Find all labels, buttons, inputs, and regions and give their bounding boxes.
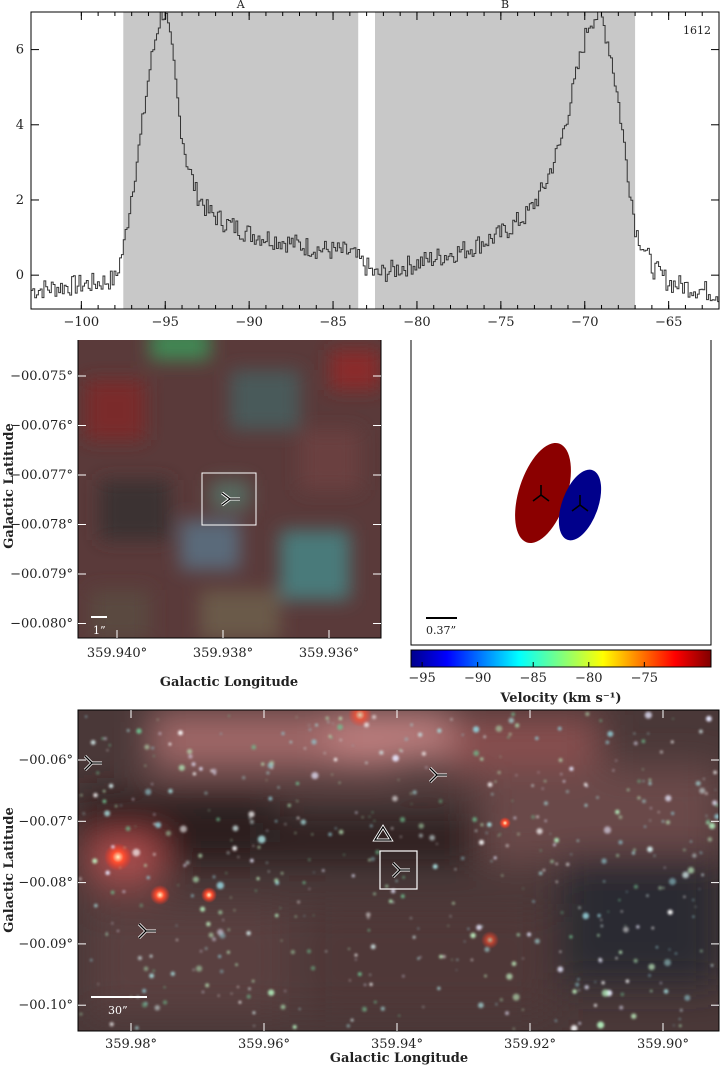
colorbar-tick-label: −80 <box>575 671 602 686</box>
x-tick-label: −70 <box>571 315 598 330</box>
y-axis-title: Galactic Latitude <box>2 423 17 549</box>
zoom-image-panel: 1” −00.075° −00.076° −00.077° −00.078° −00.0… <box>0 334 400 700</box>
y-tick-label: −00.10° <box>18 998 73 1013</box>
x-tick-label: 359.92° <box>504 1037 556 1052</box>
wide-image-panel: 30” −00.06° −00.07° −00.08° −00.09° −00.10° … <box>0 705 720 1068</box>
spectrum-line <box>31 11 720 303</box>
maser-marker-icon <box>532 485 550 502</box>
y-tick-label: 6 <box>16 43 24 58</box>
scale-bar-label: 0.37” <box>426 624 456 637</box>
velocity-colorbar <box>410 649 712 668</box>
maser-marker-icon <box>83 754 102 772</box>
colorbar-tick-label: −95 <box>408 671 435 686</box>
x-tick-label: −100 <box>63 315 99 330</box>
y-tick-label: −00.078° <box>10 518 73 533</box>
x-tick-label: 359.936° <box>299 646 359 661</box>
spectrum-panel: A B −100 −95 −90 −85 −80 −75 −70 −65 0 2 4 6 1612 <box>0 0 720 340</box>
red-component <box>515 442 571 544</box>
x-tick-label: 359.98° <box>105 1037 157 1052</box>
y-tick-label: −00.079° <box>10 567 73 582</box>
scale-bar-label: 30” <box>108 1004 128 1017</box>
maser-marker-icon <box>137 922 156 940</box>
x-tick-label: 359.94° <box>371 1037 423 1052</box>
x-tick-label: −65 <box>655 315 682 330</box>
y-tick-label: −00.076° <box>10 419 73 434</box>
y-tick-label: 2 <box>16 193 24 208</box>
y-tick-label: 0 <box>16 268 24 283</box>
maser-marker-icon <box>571 495 589 512</box>
x-tick-label: −85 <box>319 315 346 330</box>
x-tick-label: −75 <box>487 315 514 330</box>
colorbar-tick-label: −85 <box>520 671 547 686</box>
zoom-image <box>78 335 381 638</box>
velocity-region-B <box>375 12 636 309</box>
maser-marker-icon <box>221 491 240 507</box>
y-axis-title: Galactic Latitude <box>2 807 17 933</box>
x-axis-title: Galactic Longitude <box>160 675 298 690</box>
y-tick-label: −00.06° <box>18 753 73 768</box>
x-tick-label: −80 <box>403 315 430 330</box>
y-tick-label: −00.080° <box>10 617 73 632</box>
colorbar-tick-label: −75 <box>631 671 658 686</box>
x-tick-label: 359.90° <box>637 1037 689 1052</box>
source-id-label: 1612 <box>683 24 711 37</box>
x-tick-label: 359.940° <box>87 646 147 661</box>
colorbar-tick-label: −90 <box>464 671 491 686</box>
y-tick-label: −00.09° <box>18 937 73 952</box>
x-tick-label: 359.938° <box>193 646 253 661</box>
spectrum-frame <box>30 11 720 310</box>
x-tick-label: −90 <box>235 315 262 330</box>
velocity-plot: 0.37” −95 −90 −85 −80 −75 Velocity (km s⁻¹) <box>408 334 712 706</box>
velocity-region-A <box>123 12 359 309</box>
wide-image <box>78 710 719 1031</box>
zoom-region-box <box>379 850 418 890</box>
wide-image-plot: 30” −00.06°−00.07°−00.08°−00.09°−00.10° … <box>2 709 720 1066</box>
y-tick-label: −00.07° <box>18 814 73 829</box>
velocity-panel: 0.37” −95 −90 −85 −80 −75 Velocity (km s⁻¹) <box>400 334 720 706</box>
zoom-box <box>201 472 257 526</box>
x-axis-title: Galactic Longitude <box>330 1051 468 1066</box>
zoom-image-plot: 1” −00.075° −00.076° −00.077° −00.078° −00.0… <box>2 334 382 690</box>
spectrum-plot: A B −100 −95 −90 −85 −80 −75 −70 −65 0 2 4 6 1612 <box>16 0 720 330</box>
region-label: A <box>236 0 246 11</box>
maser-marker-icon <box>391 861 410 879</box>
maser-marker-icon <box>428 766 447 784</box>
scale-bar-label: 1” <box>93 624 106 637</box>
x-tick-label: −95 <box>152 315 179 330</box>
region-label: B <box>501 0 509 11</box>
y-tick-label: −00.08° <box>18 876 73 891</box>
y-tick-label: −00.075° <box>10 369 73 384</box>
colorbar-title: Velocity (km s⁻¹) <box>499 691 621 705</box>
y-tick-label: −00.077° <box>10 468 73 483</box>
x-tick-label: 359.96° <box>238 1037 290 1052</box>
y-tick-label: 4 <box>16 118 24 133</box>
